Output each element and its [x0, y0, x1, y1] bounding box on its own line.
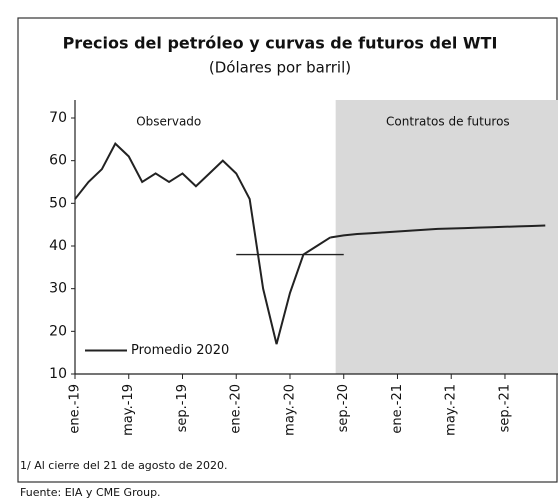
- x-tick-label: may.-19: [121, 384, 136, 436]
- series-line: [74, 141, 331, 345]
- y-tick-label: 50: [49, 195, 67, 211]
- footnote: 1/ Al cierre del 21 de agosto de 2020.: [20, 459, 228, 472]
- region-label: Contratos de futuros: [386, 115, 510, 129]
- y-tick-label: 40: [49, 238, 67, 254]
- source: Fuente: EIA y CME Group.: [20, 486, 161, 499]
- futures-area: [335, 100, 558, 374]
- x-tick-label: sep.-20: [336, 384, 351, 432]
- x-tick-label: sep.-21: [497, 384, 512, 432]
- x-tick-label: ene.-19: [68, 384, 83, 434]
- y-tick-label: 10: [49, 366, 67, 382]
- region-label: Observado: [136, 115, 201, 129]
- x-tick-label: may.-20: [282, 384, 297, 436]
- x-tick-label: ene.-20: [229, 384, 244, 434]
- chart-subtitle: (Dólares por barril): [209, 59, 351, 77]
- chart-title: Precios del petróleo y curvas de futuros…: [63, 34, 498, 53]
- legend-label: Promedio 2020: [131, 343, 229, 358]
- y-tick-label: 70: [49, 110, 67, 126]
- y-tick-label: 60: [49, 153, 67, 169]
- y-tick-label: 30: [49, 281, 67, 297]
- x-tick-label: may.-21: [444, 384, 459, 436]
- y-tick-label: 20: [49, 323, 67, 339]
- x-tick-label: sep.-19: [175, 384, 190, 432]
- series-line: [330, 224, 546, 239]
- x-tick-label: ene.-21: [390, 384, 405, 434]
